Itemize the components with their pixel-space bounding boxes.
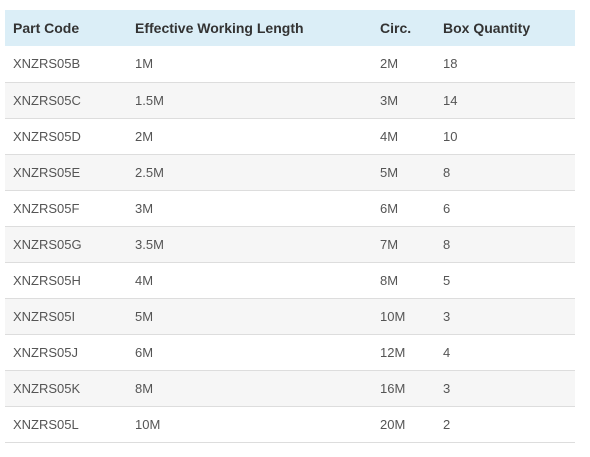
column-header-part-code: Part Code <box>13 20 80 36</box>
box-quantity-cell: 10 <box>443 128 458 144</box>
box-quantity-cell: 18 <box>443 56 458 72</box>
effective-working-length-cell: 1.5M <box>135 92 164 108</box>
part-code-cell: XNZRS05K <box>13 380 81 396</box>
table-body: XNZRS05B 1M 2M 18 XNZRS05C 1.5M 3M 14 XNZRS05D 2M… <box>5 46 575 442</box>
table-row: XNZRS05I 5M 10M 3 <box>5 298 575 334</box>
table-row: XNZRS05G 3.5M 7M 8 <box>5 226 575 262</box>
part-code-cell: XNZRS05B <box>13 56 81 72</box>
effective-working-length-cell: 2.5M <box>135 164 164 180</box>
part-code-cell: XNZRS05L <box>13 416 79 432</box>
part-code-cell: XNZRS05H <box>13 272 81 288</box>
column-header-circ: Circ. <box>380 20 412 36</box>
table-row: XNZRS05E 2.5M 5M 8 <box>5 154 575 190</box>
box-quantity-cell: 14 <box>443 92 458 108</box>
column-header-box-quantity: Box Quantity <box>443 20 531 36</box>
box-quantity-cell: 8 <box>443 164 451 180</box>
table-row: XNZRS05K 8M 16M 3 <box>5 370 575 406</box>
table-row: XNZRS05D 2M 4M 10 <box>5 118 575 154</box>
part-code-cell: XNZRS05D <box>13 128 81 144</box>
circ-cell: 5M <box>380 164 399 180</box>
column-header-effective-working-length: Effective Working Length <box>135 20 304 36</box>
part-code-cell: XNZRS05J <box>13 344 79 360</box>
circ-cell: 7M <box>380 236 399 252</box>
circ-cell: 10M <box>380 308 406 324</box>
part-code-cell: XNZRS05G <box>13 236 82 252</box>
circ-cell: 20M <box>380 416 406 432</box>
table-header: Part Code Effective Working Length Circ.… <box>5 10 575 46</box>
part-code-cell: XNZRS05E <box>13 164 81 180</box>
effective-working-length-cell: 5M <box>135 308 154 324</box>
product-table: Part Code Effective Working Length Circ.… <box>5 10 575 443</box>
table-row: XNZRS05F 3M 6M 6 <box>5 190 575 226</box>
effective-working-length-cell: 4M <box>135 272 154 288</box>
circ-cell: 2M <box>380 56 399 72</box>
part-code-cell: XNZRS05C <box>13 92 81 108</box>
box-quantity-cell: 4 <box>443 344 451 360</box>
part-code-cell: XNZRS05I <box>13 308 76 324</box>
table-header-row: Part Code Effective Working Length Circ.… <box>5 10 575 46</box>
table-row: XNZRS05J 6M 12M 4 <box>5 334 575 370</box>
effective-working-length-cell: 6M <box>135 344 154 360</box>
circ-cell: 12M <box>380 344 406 360</box>
part-code-cell: XNZRS05F <box>13 200 80 216</box>
table-row: XNZRS05H 4M 8M 5 <box>5 262 575 298</box>
effective-working-length-cell: 10M <box>135 416 161 432</box>
box-quantity-cell: 2 <box>443 416 451 432</box>
table-row: XNZRS05L 10M 20M 2 <box>5 406 575 442</box>
effective-working-length-cell: 1M <box>135 56 154 72</box>
table-row: XNZRS05B 1M 2M 18 <box>5 46 575 82</box>
box-quantity-cell: 3 <box>443 308 451 324</box>
box-quantity-cell: 5 <box>443 272 451 288</box>
circ-cell: 8M <box>380 272 399 288</box>
effective-working-length-cell: 3.5M <box>135 236 164 252</box>
effective-working-length-cell: 3M <box>135 200 154 216</box>
table-row: XNZRS05C 1.5M 3M 14 <box>5 82 575 118</box>
circ-cell: 16M <box>380 380 406 396</box>
product-table-container: Part Code Effective Working Length Circ.… <box>5 10 575 443</box>
effective-working-length-cell: 2M <box>135 128 154 144</box>
box-quantity-cell: 6 <box>443 200 451 216</box>
box-quantity-cell: 8 <box>443 236 451 252</box>
circ-cell: 4M <box>380 128 399 144</box>
circ-cell: 3M <box>380 92 399 108</box>
effective-working-length-cell: 8M <box>135 380 154 396</box>
box-quantity-cell: 3 <box>443 380 451 396</box>
circ-cell: 6M <box>380 200 399 216</box>
